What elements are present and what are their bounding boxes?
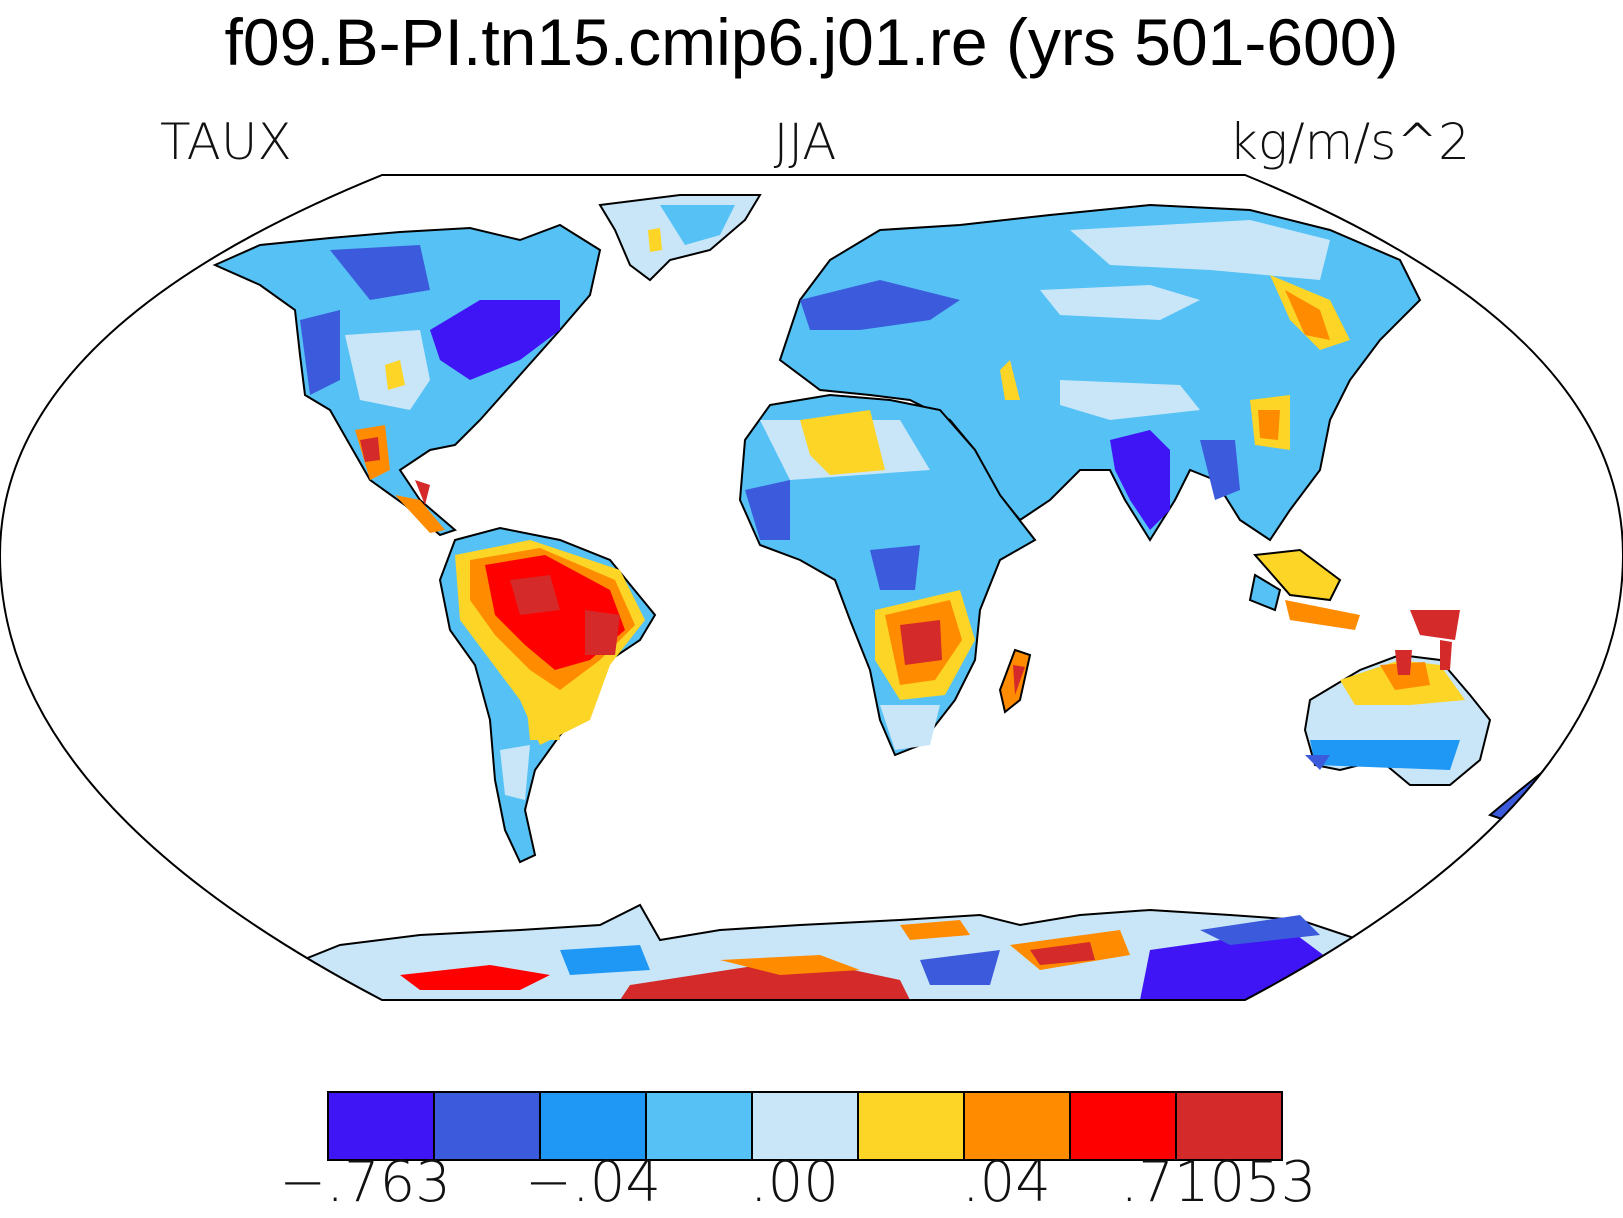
map-boundary — [0, 174, 1623, 1001]
colorbar-swatch-9 — [1175, 1091, 1283, 1161]
variable-label: TAUX — [160, 113, 292, 171]
colorbar-swatch-4 — [645, 1091, 753, 1161]
colorbar — [327, 1091, 1283, 1161]
season-label: JJA — [773, 113, 837, 171]
colorbar-label: −.04 — [525, 1150, 661, 1215]
colorbar-swatch-7 — [963, 1091, 1071, 1161]
colorbar-label: .71053 — [1120, 1150, 1317, 1215]
units-label: kg/m/s^2 — [1228, 113, 1470, 171]
land-fill — [212, 194, 1557, 1000]
map-title: f09.B-PI.tn15.cmip6.j01.re (yrs 501-600) — [224, 5, 1399, 79]
colorbar-swatch-6 — [857, 1091, 965, 1161]
colorbar-label: −.763 — [279, 1150, 451, 1215]
colorbar-swatch-5 — [751, 1091, 859, 1161]
colorbar-label: .04 — [961, 1150, 1051, 1215]
colorbar-swatch-1 — [327, 1091, 435, 1161]
colorbar-label: .00 — [749, 1150, 839, 1215]
southeast-asia-islands — [1252, 548, 1342, 602]
colorbar-swatch-2 — [433, 1091, 541, 1161]
colorbar-swatch-3 — [539, 1091, 647, 1161]
